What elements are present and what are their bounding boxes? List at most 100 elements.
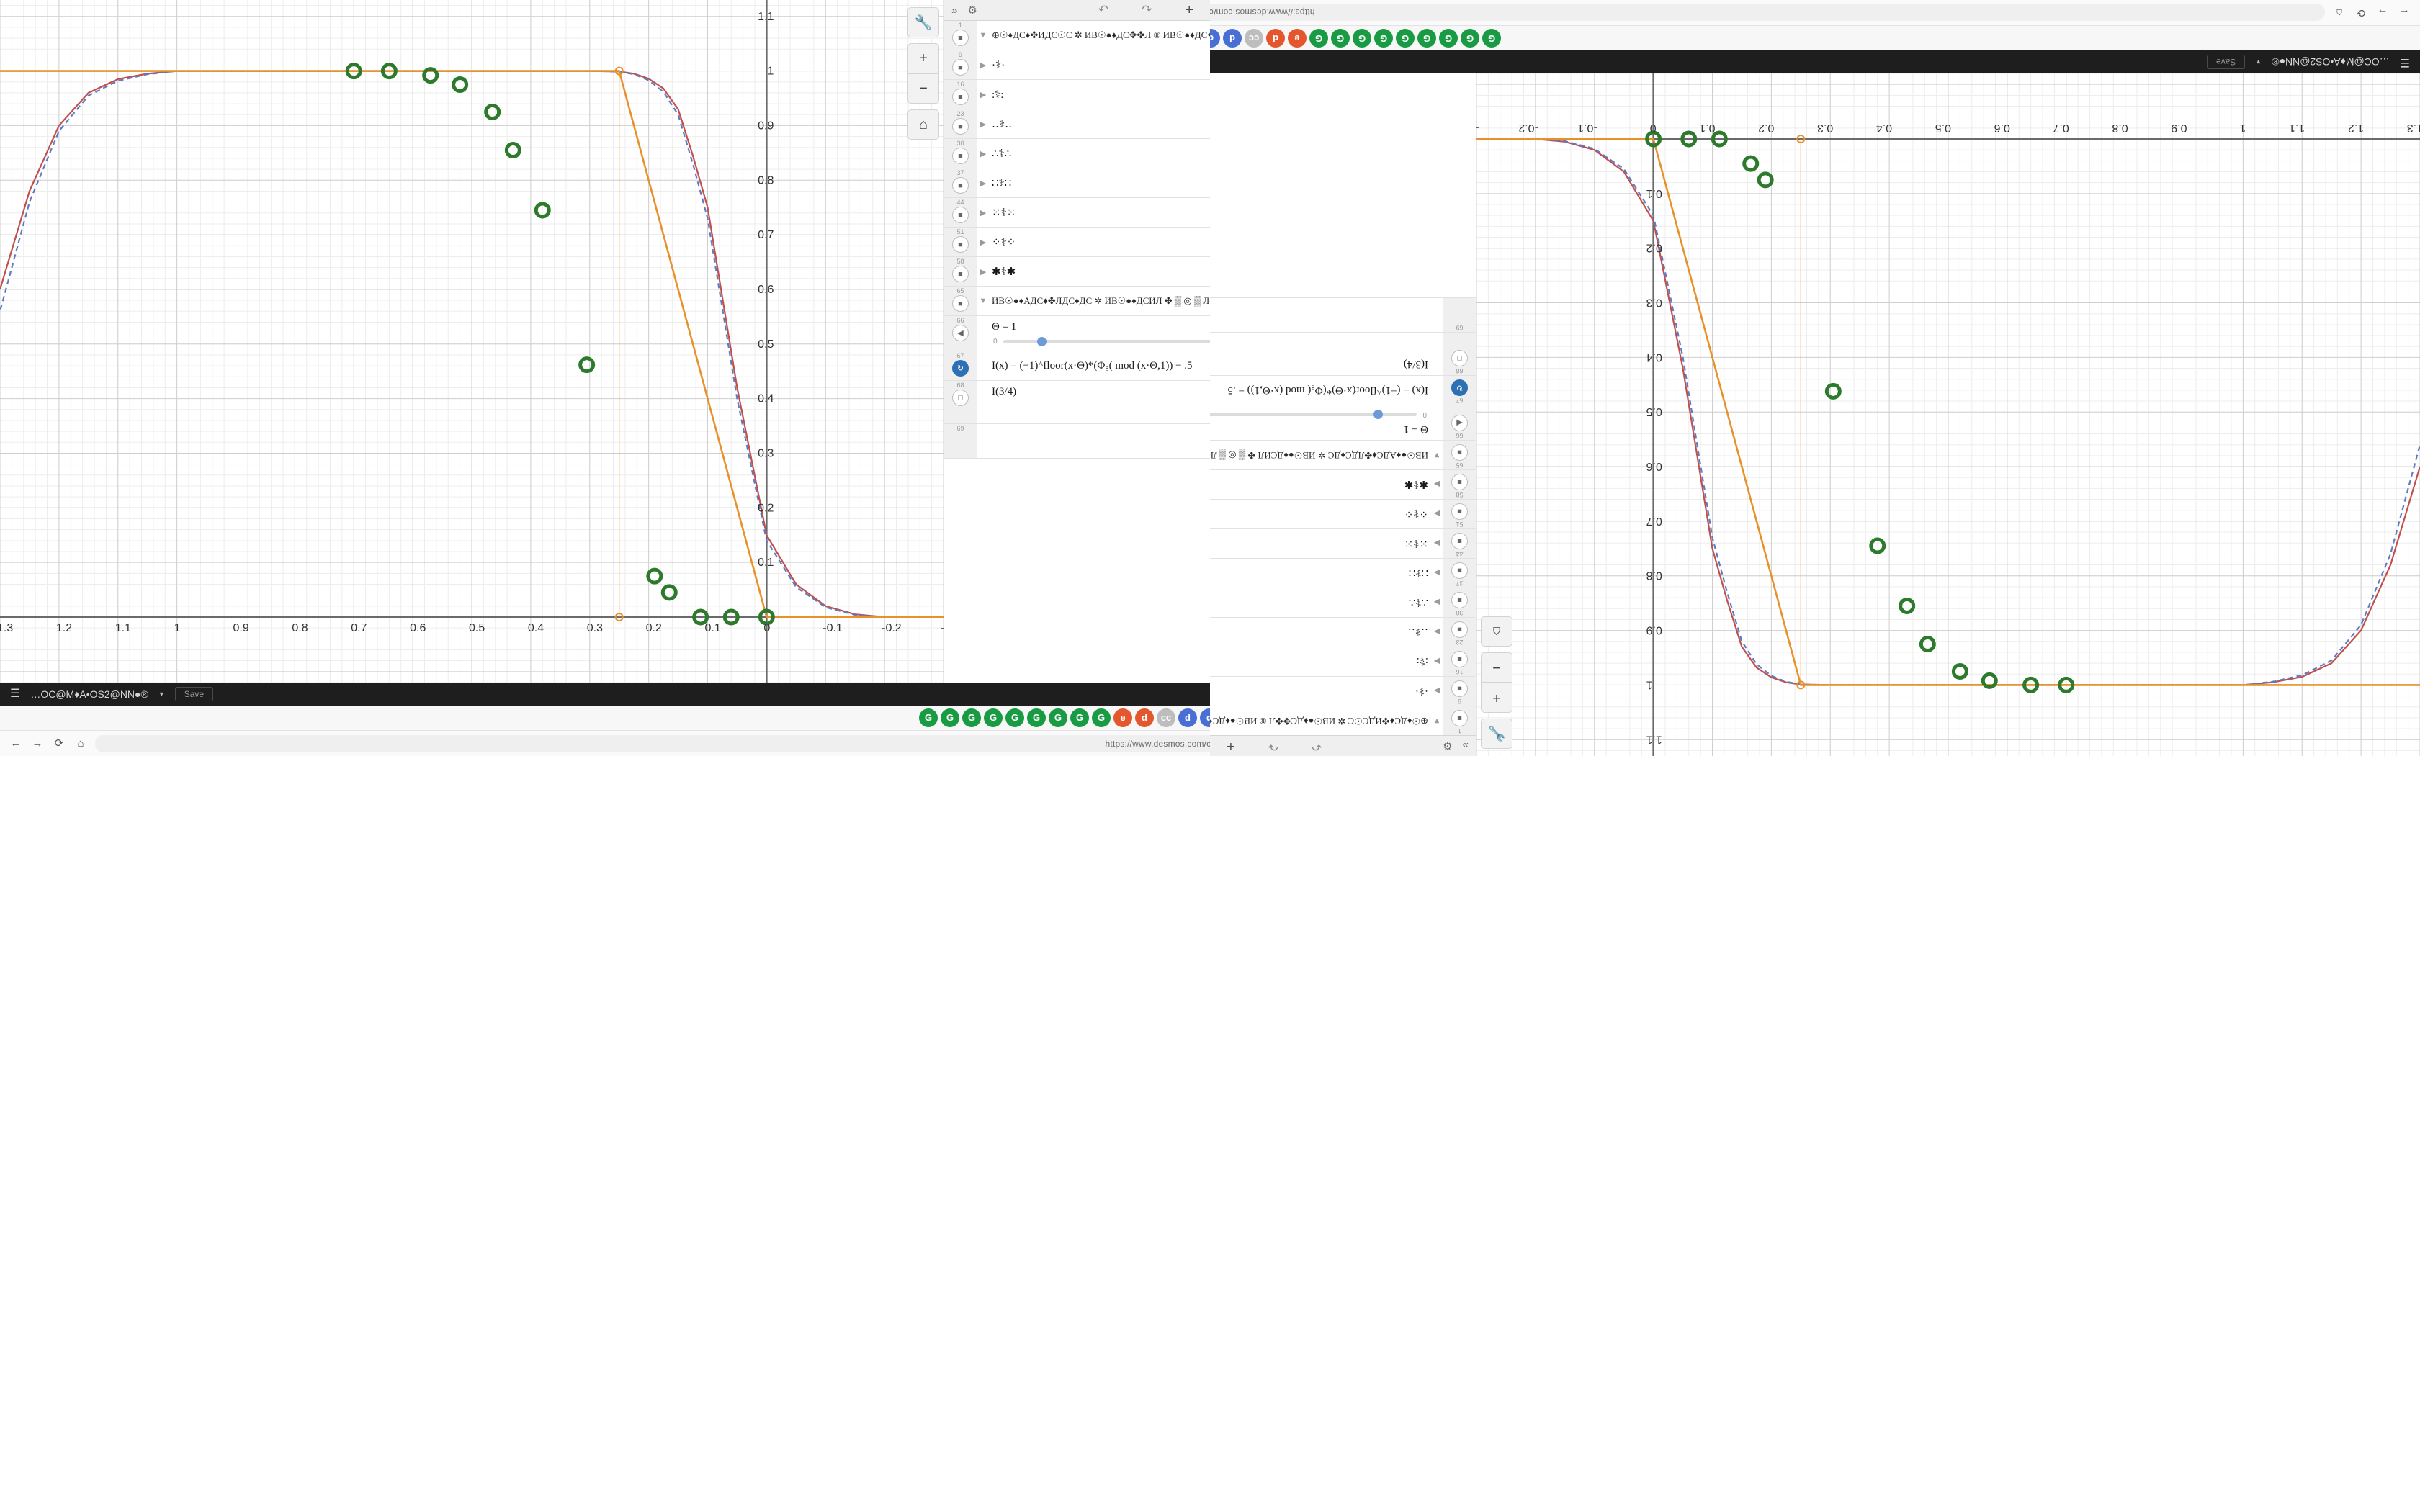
expression-color-swatch[interactable]: ■ — [1451, 562, 1468, 579]
expression-color-swatch[interactable]: ■ — [952, 295, 969, 312]
expression-content[interactable]: ∷⚕∷ — [1408, 567, 1428, 579]
home-icon[interactable]: ⌂ — [1481, 616, 1512, 647]
browser-tab[interactable]: G — [962, 708, 981, 727]
add-expression-button[interactable]: + — [1227, 738, 1235, 755]
expression-row[interactable]: 58■▶✱⚕✱× — [944, 257, 1210, 287]
expression-row[interactable]: 69 — [1210, 297, 1476, 332]
browser-tab[interactable]: d — [1266, 29, 1285, 48]
expression-body[interactable]: I(3/4)= 0.930557250977 — [1210, 333, 1431, 375]
expression-body[interactable]: ∴⚕∴ — [989, 139, 1210, 168]
expression-body[interactable]: ‥⚕‥ — [1210, 618, 1431, 647]
expand-icon[interactable]: » — [951, 4, 958, 17]
expression-expand-caret[interactable] — [1431, 333, 1443, 375]
expression-row[interactable]: 1■▼⊕☉♦ДС♦✤ИДС☉С ✲ ИВ☉●♦ДС✥✤Л ® ИВ☉●♦ДС✥✤… — [944, 21, 1210, 50]
expression-color-swatch[interactable]: ■ — [1451, 444, 1468, 461]
expression-color-swatch[interactable]: ◀ — [1451, 415, 1468, 431]
expression-color-swatch[interactable]: ◀ — [952, 325, 969, 341]
add-expression-button[interactable]: + — [1185, 1, 1193, 18]
chevron-down-icon[interactable]: ▼ — [158, 690, 165, 698]
expression-content[interactable]: I(3/4) — [992, 386, 1017, 397]
expression-body[interactable]: ⊕☉♦ДС♦✤ИДС☉С ✲ ИВ☉●♦ДС✥✤Л ® ИВ☉●♦ДС✥✤Л ✲… — [1210, 706, 1431, 735]
expression-row[interactable]: 44■▶⁙⚕⁙× — [944, 198, 1210, 228]
expression-expand-caret[interactable] — [1431, 405, 1443, 440]
browser-tab[interactable]: d — [1210, 29, 1220, 48]
expression-expand-caret[interactable]: ▶ — [1433, 480, 1440, 489]
expression-expand-caret[interactable]: ▶ — [1433, 627, 1440, 636]
browser-tab[interactable]: G — [1005, 708, 1024, 727]
browser-tab[interactable]: cc — [1245, 29, 1263, 48]
expression-row[interactable]: 68□I(3/4)= 0.930557250977× — [1210, 332, 1476, 375]
expression-expand-caret[interactable]: ▶ — [980, 208, 987, 217]
gear-icon[interactable]: ⚙ — [1443, 739, 1453, 752]
expression-expand-caret[interactable]: ▶ — [980, 149, 987, 158]
slider-knob[interactable] — [1037, 337, 1047, 346]
expression-row[interactable]: 51■▶⁘⚕⁘× — [1210, 499, 1476, 528]
expression-expand-caret[interactable]: ▶ — [980, 120, 987, 129]
url-bar[interactable]: https://www.desmos.com/calculator/brz8h2… — [1210, 4, 2325, 22]
wrench-icon[interactable]: 🔧 — [908, 7, 939, 37]
browser-tab[interactable]: d — [1200, 708, 1210, 727]
expression-color-swatch[interactable]: ■ — [952, 266, 969, 282]
expression-row[interactable]: 16■▶:⚕:× — [944, 80, 1210, 109]
graph-left[interactable]: -0.3 -0.2 -0.1 0 0.1 0.2 0.3 0.4 0.5 0.6 0.7 0.8 0.9… — [0, 0, 944, 683]
browser-tab[interactable]: d — [1178, 708, 1197, 727]
expression-color-swatch[interactable]: ■ — [952, 89, 969, 105]
expression-body[interactable]: Θ = 1 016 — [1210, 405, 1431, 440]
expression-expand-caret[interactable]: ▶ — [980, 267, 987, 276]
expression-body[interactable]: I(x) = (−1)^floor(x·Θ)*(Φ₈( mod (x·Θ,1))… — [1210, 376, 1431, 405]
expression-body[interactable]: ∴⚕∴ — [1210, 588, 1431, 617]
expression-color-swatch[interactable]: ■ — [1451, 651, 1468, 667]
home-icon[interactable]: ⌂ — [908, 109, 939, 140]
expression-body[interactable]: ⁘⚕⁘ — [1210, 500, 1431, 528]
expression-body[interactable]: I(3/4)= 0.930557250977 — [989, 381, 1210, 423]
browser-tab[interactable]: G — [1331, 29, 1350, 48]
browser-tab[interactable]: G — [941, 708, 959, 727]
reload-icon[interactable]: ⟳ — [2356, 6, 2366, 19]
graph-controls-left[interactable]: 🔧 + − ⌂ — [908, 7, 939, 140]
expression-toolbar[interactable]: » ⚙ ↶ ↷ + + ↶ ↷ — [944, 0, 1210, 21]
browser-tab[interactable]: G — [1396, 29, 1415, 48]
browser-tab[interactable]: d — [1223, 29, 1242, 48]
expression-content[interactable]: :⚕: — [1416, 655, 1428, 667]
expression-content[interactable]: ⁘⚕⁘ — [992, 236, 1016, 248]
parameter-slider[interactable]: 016 — [1210, 410, 1428, 420]
expression-content[interactable]: I(x) = (−1)^floor(x·Θ)*(Φ₈( mod (x·Θ,1))… — [1227, 384, 1428, 397]
expression-row[interactable]: 16■▶:⚕:× — [1210, 647, 1476, 676]
undo-icon[interactable]: ↶ — [1311, 739, 1322, 753]
expression-content[interactable]: Θ = 1 — [1403, 423, 1428, 435]
expression-row[interactable]: 1■▼⊕☉♦ДС♦✤ИДС☉С ✲ ИВ☉●♦ДС✥✤Л ® ИВ☉●♦ДС✥✤… — [1210, 706, 1476, 735]
expression-content[interactable]: ✱⚕✱ — [1404, 478, 1428, 490]
expression-color-swatch[interactable]: ■ — [952, 236, 969, 253]
expression-color-swatch[interactable]: ■ — [952, 177, 969, 194]
expression-color-swatch[interactable]: ■ — [1451, 621, 1468, 638]
expression-color-swatch[interactable]: ■ — [1451, 533, 1468, 549]
graph-title[interactable]: …OC@M♦A•OS2@NN●® — [2272, 56, 2390, 68]
expression-toolbar[interactable]: » ⚙ ↶ ↷ + + ↶ ↷ — [1210, 735, 1476, 756]
browser-tab[interactable]: cc — [1157, 708, 1175, 727]
expression-color-swatch[interactable]: □ — [1451, 350, 1468, 366]
expression-row[interactable]: 37■▶∷⚕∷× — [1210, 558, 1476, 588]
expression-content[interactable]: ·⚕· — [992, 59, 1005, 71]
expression-content[interactable]: ⁘⚕⁘ — [1404, 508, 1428, 520]
wrench-icon[interactable]: 🔧 — [1481, 719, 1512, 749]
expression-content[interactable]: ⁙⚕⁙ — [1404, 537, 1428, 549]
expression-content[interactable]: ‥⚕‥ — [1407, 626, 1428, 638]
redo-icon[interactable]: ↷ — [1142, 3, 1152, 17]
zoom-out-button[interactable]: − — [1481, 652, 1512, 683]
browser-tab[interactable]: e — [1113, 708, 1132, 727]
graph-canvas-left[interactable]: -0.3 -0.2 -0.1 0 0.1 0.2 0.3 0.4 0.5 0.6 0.7 0.8 0.9… — [1476, 73, 2420, 756]
expand-icon[interactable]: » — [1462, 739, 1469, 752]
expression-content[interactable]: Θ = 1 — [992, 321, 1017, 333]
forward-icon[interactable]: → — [32, 737, 43, 750]
expression-body[interactable]: ∷⚕∷ — [989, 168, 1210, 197]
expression-body[interactable]: ·⚕· — [1210, 677, 1431, 706]
browser-tab[interactable]: d — [1135, 708, 1154, 727]
home-icon[interactable]: ⌂ — [77, 737, 84, 750]
expression-body[interactable]: ∷⚕∷ — [1210, 559, 1431, 588]
back-icon[interactable]: ← — [10, 737, 22, 750]
browser-tab[interactable]: G — [1049, 708, 1067, 727]
expression-color-swatch[interactable]: ■ — [952, 118, 969, 135]
browser-tab[interactable]: G — [1070, 708, 1089, 727]
undo-icon[interactable]: ↶ — [1098, 3, 1109, 17]
browser-tab[interactable]: G — [1461, 29, 1479, 48]
